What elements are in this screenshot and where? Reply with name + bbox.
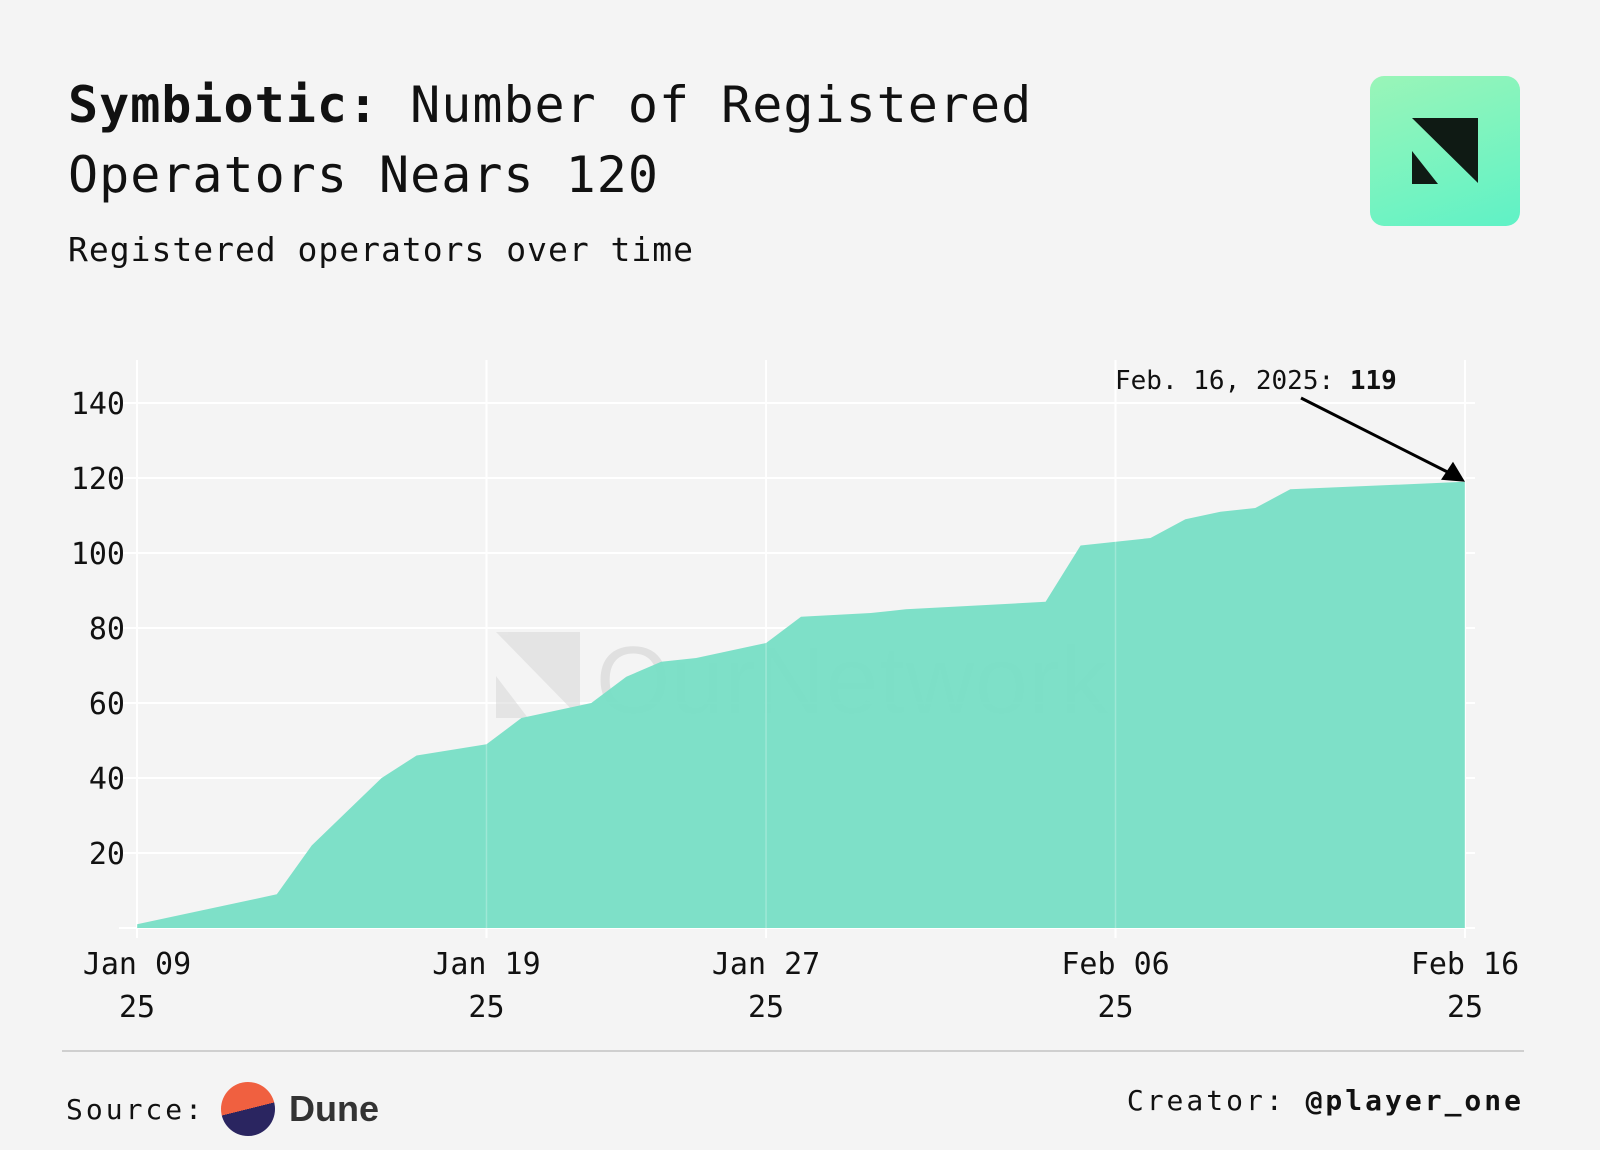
source-name: Dune: [289, 1088, 380, 1129]
x-tick-label: Jan 09: [83, 947, 191, 982]
annotation-label: Feb. 16, 2025: 119: [1115, 366, 1397, 396]
source-label: Source:: [66, 1092, 206, 1126]
footer-divider: [62, 1050, 1524, 1052]
x-tick-year: 25: [119, 990, 155, 1025]
y-tick-label: 20: [89, 837, 125, 872]
page-title: Symbiotic: Number of Registered Operator…: [68, 70, 1268, 210]
subtitle: Registered operators over time: [68, 230, 695, 269]
dune-logo-icon: [221, 1082, 276, 1136]
creator-handle: @player_one: [1305, 1084, 1524, 1117]
x-axis: Jan 09 25 Jan 19 25 Jan 27 25 Feb 06 25 Feb 16 25: [83, 947, 1519, 1025]
arrowhead-icon: [1441, 461, 1465, 482]
watermark-logo-icon: [496, 632, 580, 718]
title-rest: Number of Registered Operators Nears 120: [68, 76, 1033, 204]
y-tick-label: 100: [71, 537, 125, 572]
creator-label: Creator:: [1126, 1084, 1286, 1117]
x-tick-label: Feb 16: [1411, 947, 1519, 982]
x-tick-year: 25: [468, 990, 504, 1025]
annotation-arrow: [1300, 396, 1448, 474]
x-tick-year: 25: [1097, 990, 1133, 1025]
area-series: [137, 481, 1465, 928]
annotation-date: Feb. 16, 2025:: [1115, 366, 1350, 396]
y-tick-label: 40: [89, 762, 125, 797]
annotation: Feb. 16, 2025: 119: [1115, 366, 1465, 482]
x-tick-year: 25: [1447, 990, 1483, 1025]
title-bold: Symbiotic:: [68, 76, 380, 134]
x-tick-label: Jan 19: [432, 947, 540, 982]
y-tick-label: 120: [71, 462, 125, 497]
annotation-value: 119: [1350, 366, 1397, 396]
y-axis: 20 40 60 80 100 120 140: [71, 387, 125, 872]
y-tick-label: 140: [71, 387, 125, 422]
source: Source: Dune: [66, 1082, 379, 1136]
logo-mark-icon: [1412, 118, 1478, 184]
x-tick-label: Feb 06: [1061, 947, 1169, 982]
x-tick-year: 25: [748, 990, 784, 1025]
y-tick-label: 60: [89, 687, 125, 722]
creator: Creator: @player_one: [1127, 1084, 1524, 1117]
vertical-grid-overlay: [136, 360, 1466, 938]
y-tick-label: 80: [89, 612, 125, 647]
ournetwork-logo: [1370, 76, 1520, 226]
x-tick-label: Jan 27: [712, 947, 820, 982]
